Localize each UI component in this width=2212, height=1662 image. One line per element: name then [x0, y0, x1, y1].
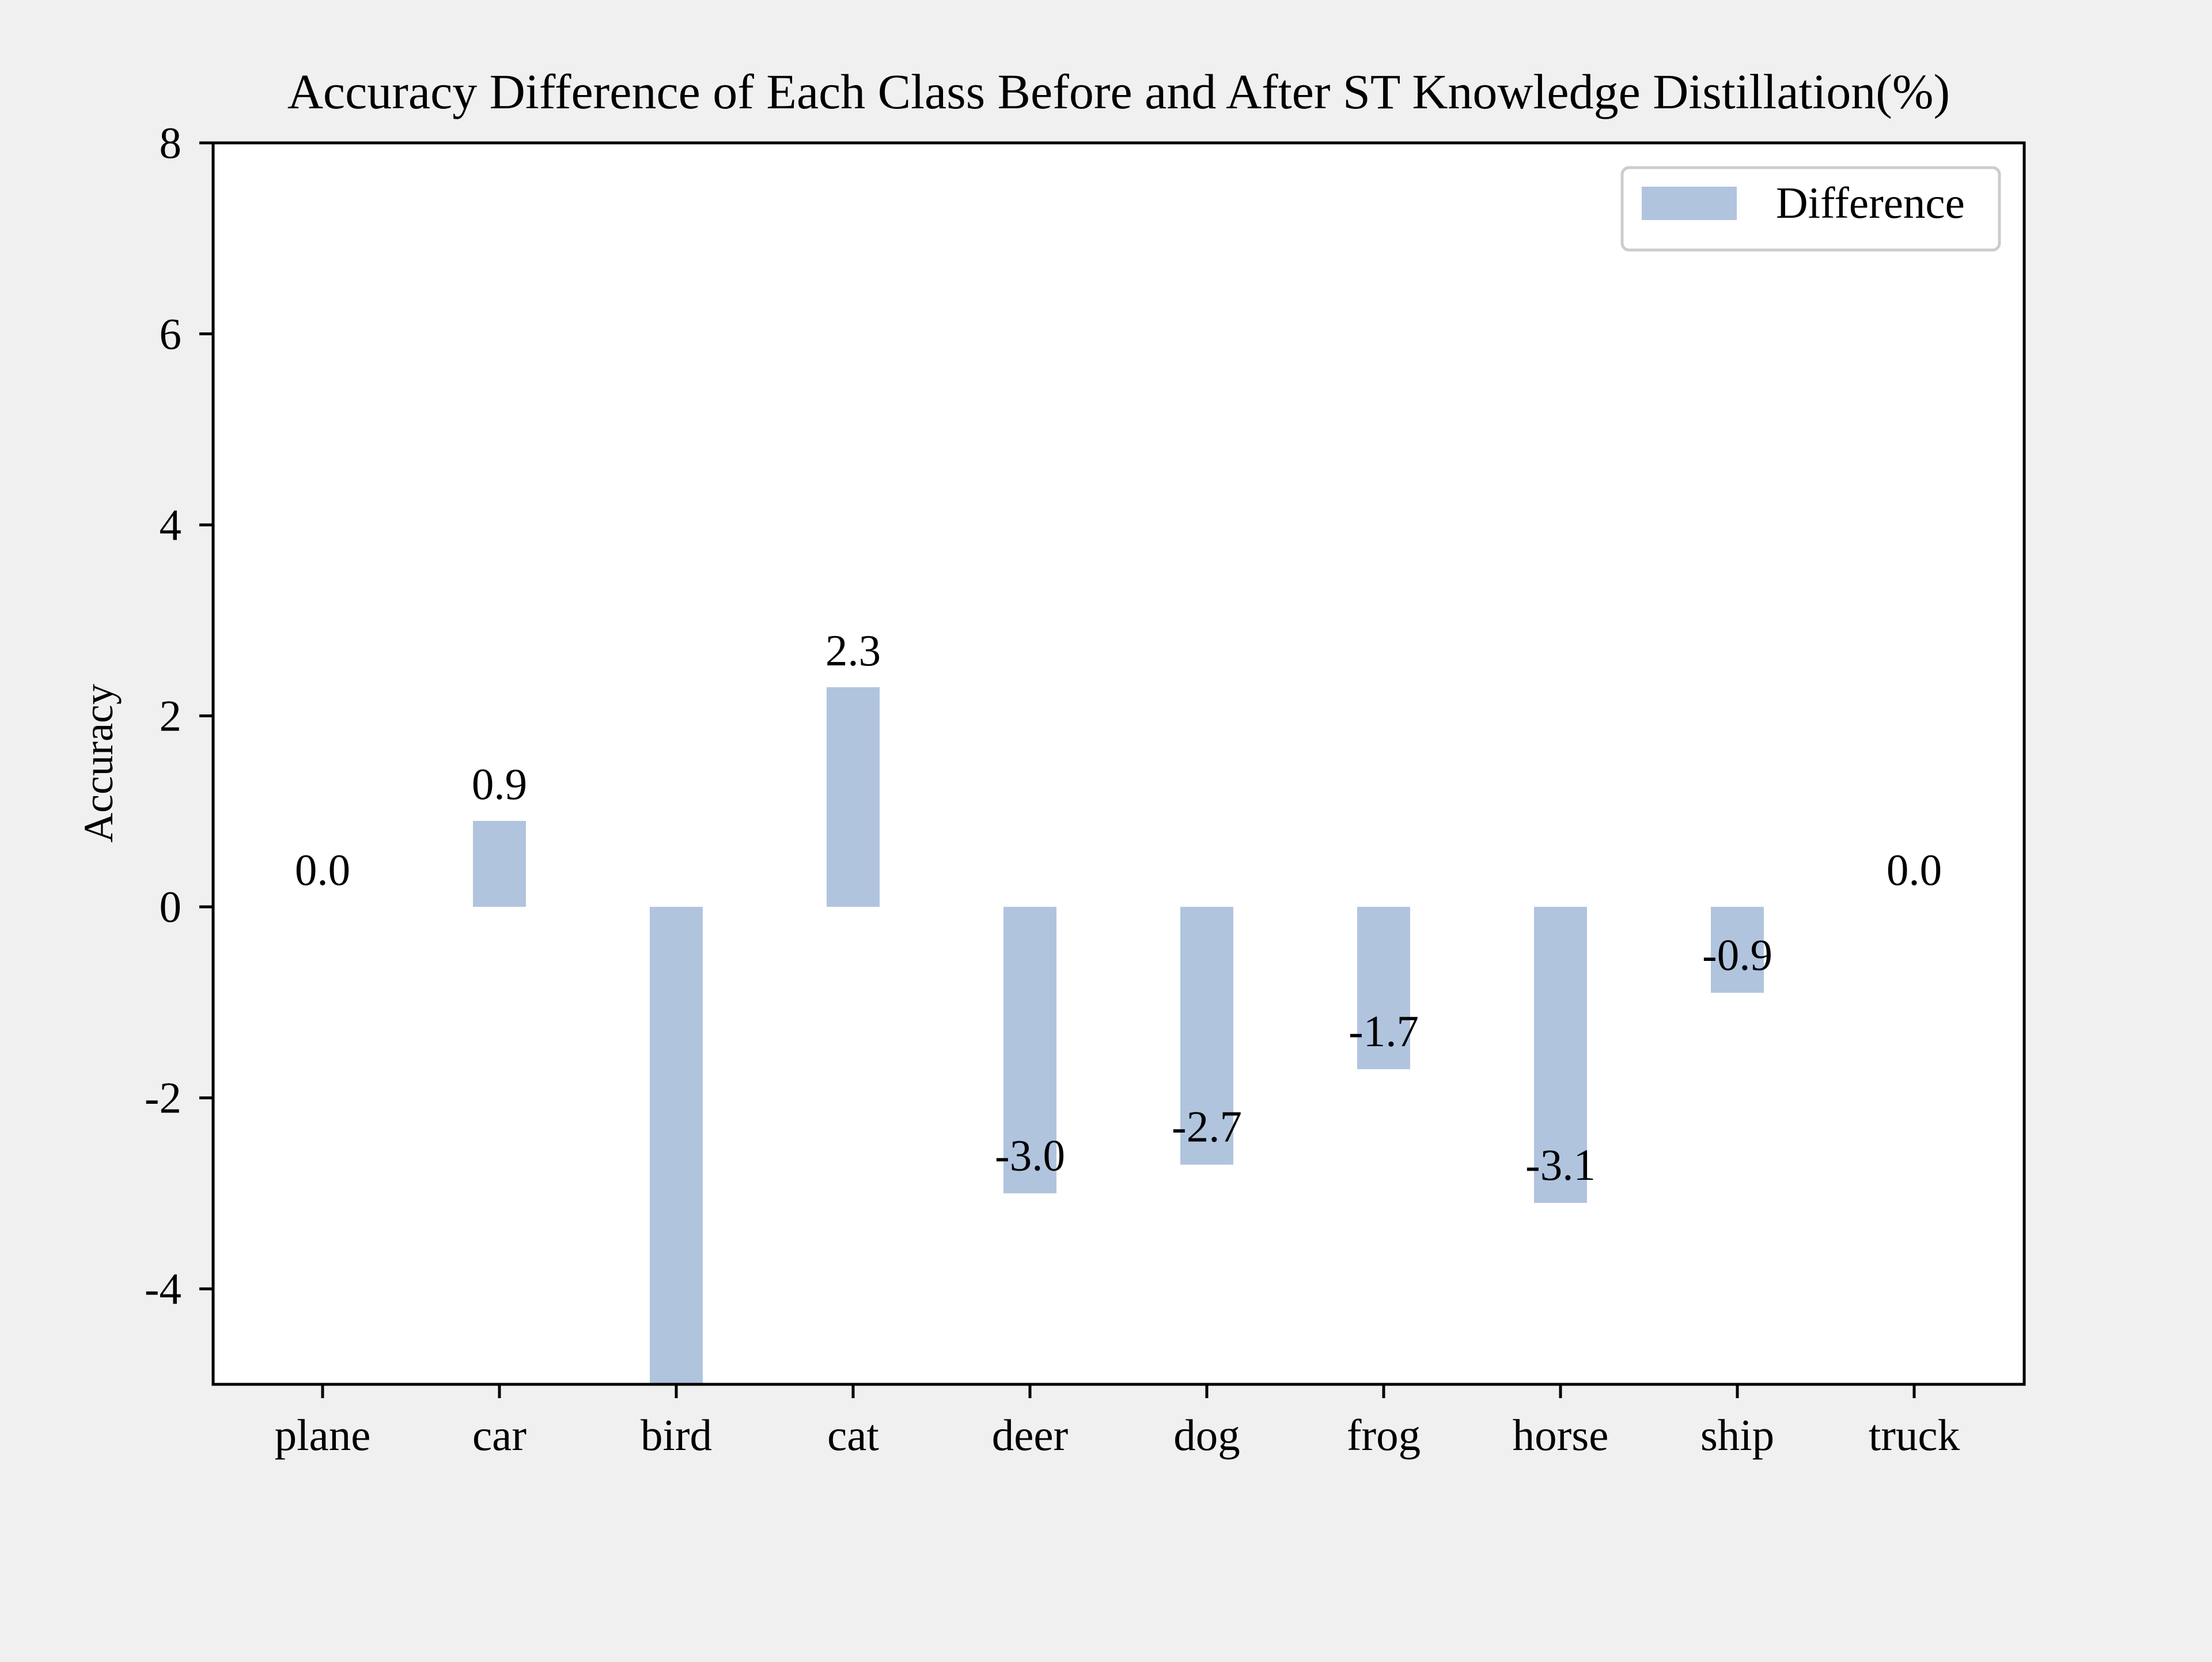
data-label-ship: -0.9 [1702, 930, 1772, 979]
chart-title: Accuracy Difference of Each Class Before… [287, 64, 1950, 119]
data-label-dog: -2.7 [1172, 1102, 1242, 1152]
y-tick-label: 4 [160, 500, 182, 550]
bar-deer [1003, 907, 1056, 1194]
y-tick-label: -4 [145, 1264, 181, 1313]
legend: Difference [1620, 166, 2001, 252]
bar-car [473, 820, 526, 907]
y-tick-label: 8 [160, 118, 182, 168]
y-axis: -4 -2 0 2 4 6 8 [145, 118, 213, 1313]
x-tick-label-plane: plane [275, 1410, 371, 1460]
y-tick-label: 2 [160, 691, 182, 741]
x-axis: plane car bird cat deer dog frog horse ship truck [275, 1384, 1960, 1460]
y-tick-label: -2 [145, 1073, 181, 1123]
bar-ship [1711, 907, 1764, 993]
plot-area [213, 143, 2024, 1384]
bar-frog [1357, 907, 1410, 1069]
x-tick-label-frog: frog [1347, 1410, 1421, 1460]
x-tick-label-cat: cat [827, 1410, 879, 1460]
y-tick-label: 0 [160, 882, 182, 932]
data-label-truck: 0.0 [1887, 845, 1942, 895]
x-tick-label-dog: dog [1173, 1410, 1240, 1460]
x-tick-label-bird: bird [641, 1410, 712, 1460]
bar-cat [827, 687, 880, 907]
data-label-frog: -1.7 [1349, 1006, 1419, 1056]
plot-frame [211, 141, 2026, 1386]
bar-bird [650, 907, 703, 1384]
data-label-deer: -3.0 [995, 1130, 1065, 1180]
bar-dog [1180, 907, 1233, 1165]
bars-layer [473, 687, 1764, 1384]
data-label-plane: 0.0 [295, 845, 350, 895]
legend-swatch [1642, 187, 1737, 220]
data-label-cat: 2.3 [825, 626, 881, 675]
x-tick-label-car: car [472, 1410, 527, 1460]
x-tick-label-truck: truck [1869, 1410, 1960, 1460]
x-tick-label-ship: ship [1700, 1410, 1774, 1460]
x-tick-label-horse: horse [1513, 1410, 1609, 1460]
y-axis-label: Accuracy [75, 684, 122, 843]
data-labels-layer: 0.0 0.9 2.3 -3.0 -2.7 -1.7 -3.1 -0.9 0.0 [295, 626, 1942, 1190]
x-tick-label-deer: deer [992, 1410, 1069, 1460]
legend-label: Difference [1776, 178, 1965, 228]
data-label-horse: -3.1 [1525, 1140, 1596, 1190]
y-tick-label: 6 [160, 309, 182, 359]
data-label-car: 0.9 [472, 759, 527, 809]
bar-horse [1534, 907, 1587, 1203]
